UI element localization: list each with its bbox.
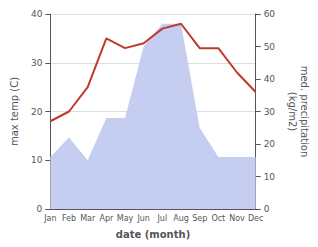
svg-text:30: 30 <box>31 58 43 68</box>
svg-text:30: 30 <box>264 107 276 117</box>
svg-text:Feb: Feb <box>62 214 76 223</box>
svg-text:20: 20 <box>264 139 276 149</box>
svg-text:50: 50 <box>264 42 276 52</box>
svg-text:(kg/m2): (kg/m2) <box>287 92 298 132</box>
svg-text:Dec: Dec <box>248 214 263 223</box>
svg-text:10: 10 <box>264 172 276 182</box>
svg-text:Nov: Nov <box>229 214 245 223</box>
svg-text:Aug: Aug <box>173 214 189 223</box>
svg-text:Mar: Mar <box>80 214 96 223</box>
svg-text:0: 0 <box>37 204 43 214</box>
svg-text:40: 40 <box>31 9 43 19</box>
svg-text:60: 60 <box>264 9 276 19</box>
svg-text:med. precipitation: med. precipitation <box>299 66 310 158</box>
svg-text:0: 0 <box>264 204 270 214</box>
svg-text:May: May <box>117 214 134 223</box>
svg-text:40: 40 <box>264 74 276 84</box>
svg-text:Apr: Apr <box>99 214 114 223</box>
svg-text:20: 20 <box>31 107 43 117</box>
svg-text:Jul: Jul <box>157 214 168 223</box>
svg-text:Jun: Jun <box>136 214 150 223</box>
svg-text:Oct: Oct <box>211 214 225 223</box>
svg-text:10: 10 <box>31 155 43 165</box>
svg-text:Sep: Sep <box>192 214 207 223</box>
svg-text:date (month): date (month) <box>116 229 190 240</box>
svg-text:max temp (C): max temp (C) <box>9 77 20 146</box>
svg-text:Jan: Jan <box>43 214 56 223</box>
